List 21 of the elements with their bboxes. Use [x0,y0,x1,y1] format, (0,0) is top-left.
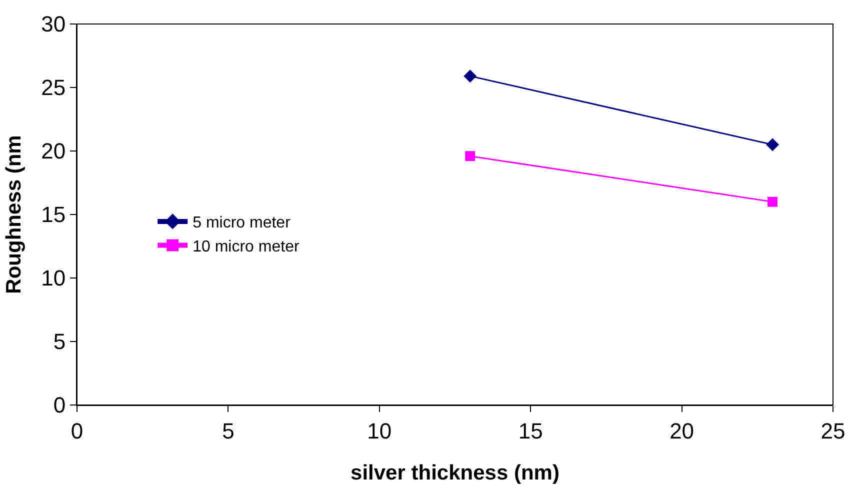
point [768,196,778,207]
y-tick-label: 0 [53,392,66,418]
legend-label: 5 micro meter [192,214,292,232]
x-tick-label: 15 [518,418,543,444]
y-axis-title: Roughness (nm [2,135,26,294]
x-tick-label: 0 [70,418,84,444]
x-tick-label: 10 [367,418,392,444]
point [464,70,477,83]
x-tick-label: 25 [820,418,846,444]
y-tick-label: 5 [53,329,66,354]
y-tick-label: 10 [41,266,66,291]
x-tick-label: 5 [222,418,234,444]
y-tick-label: 25 [41,75,66,100]
y-tick-label: 20 [41,138,66,164]
x-axis-title: silver thickness (nm) [350,462,560,485]
point [465,151,476,162]
legend-label: 10 micro meter [192,238,300,256]
point [766,138,780,152]
x-tick-label: 20 [670,418,694,444]
y-tick-label: 30 [41,12,66,37]
y-tick-label: 15 [41,202,66,228]
